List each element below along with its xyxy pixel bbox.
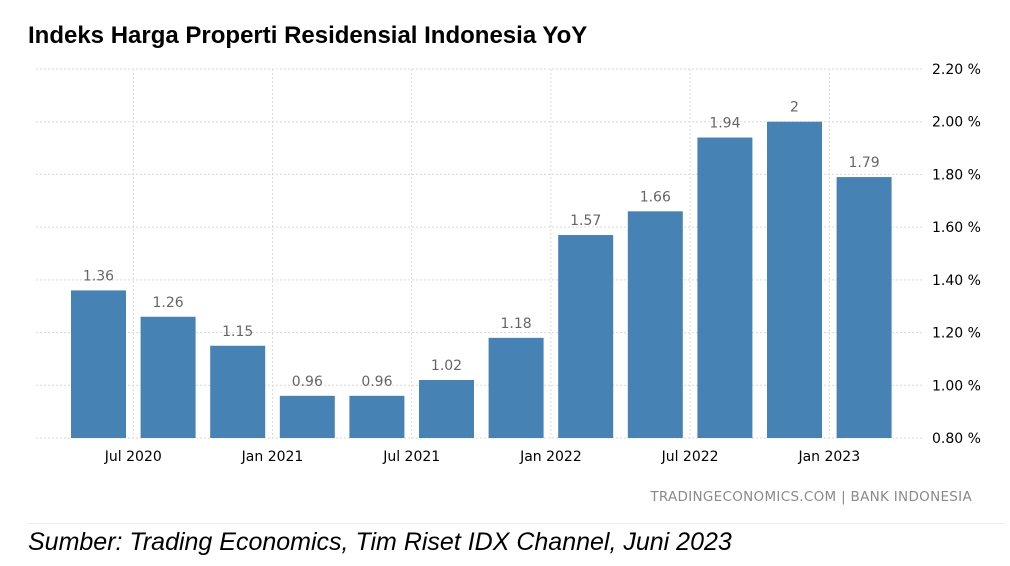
data-label: 1.26 [153, 295, 184, 311]
footer-divider [28, 523, 1004, 524]
data-label: 1.36 [83, 268, 114, 284]
data-labels: 1.36 1.26 1.15 0.96 0.96 1.02 1.18 1.57 1.66 1.94… [83, 100, 880, 390]
bar [140, 316, 196, 438]
x-axis-ticks: Jul 2020 Jan 2021 Jul 2021 Jan 2022 Jul 2022… [104, 449, 860, 465]
data-label: 1.18 [501, 316, 532, 332]
bar [210, 345, 266, 438]
y-tick-label: 1.40 % [932, 273, 981, 289]
data-label: 1.15 [222, 324, 253, 340]
y-tick-label: 1.00 % [932, 378, 981, 394]
bar [697, 137, 753, 438]
bar [558, 235, 614, 438]
source-credit: TRADINGECONOMICS.COM | BANK INDONESIA [650, 489, 972, 505]
y-tick-label: 1.20 % [932, 326, 981, 342]
bar [836, 177, 892, 439]
chart-title: Indeks Harga Properti Residensial Indone… [28, 22, 588, 49]
bar [627, 211, 683, 438]
x-tick-label: Jul 2022 [661, 449, 719, 465]
bars [71, 121, 892, 439]
bar-chart: 1.36 1.26 1.15 0.96 0.96 1.02 1.18 1.57 1.66 1.94… [36, 62, 981, 465]
y-tick-label: 1.60 % [932, 220, 981, 236]
grid-lines [36, 68, 922, 439]
bar [419, 380, 474, 438]
y-tick-label: 2.20 % [932, 62, 981, 78]
data-label: 0.96 [361, 374, 392, 390]
caption: Sumber: Trading Economics, Tim Riset IDX… [28, 528, 732, 556]
x-tick-label: Jan 2021 [241, 449, 304, 465]
bar [279, 395, 335, 438]
x-tick-label: Jul 2021 [382, 449, 440, 465]
data-label: 1.79 [849, 155, 880, 171]
data-label: 1.57 [570, 213, 601, 229]
data-label: 1.94 [709, 116, 740, 132]
data-label: 1.02 [431, 358, 462, 374]
bar [349, 395, 405, 438]
bar [767, 121, 822, 438]
y-tick-label: 2.00 % [932, 115, 981, 131]
bar [71, 290, 126, 438]
data-label: 0.96 [292, 374, 323, 390]
bar [488, 337, 544, 438]
x-tick-label: Jan 2022 [519, 449, 582, 465]
data-label: 1.66 [640, 189, 671, 205]
y-tick-label: 1.80 % [932, 167, 981, 183]
y-axis-ticks: 0.80 % 1.00 % 1.20 % 1.40 % 1.60 % 1.80 % 2.00… [932, 62, 981, 447]
y-tick-label: 0.80 % [932, 431, 981, 447]
x-tick-label: Jan 2023 [797, 449, 860, 465]
x-tick-label: Jul 2020 [104, 449, 162, 465]
data-label: 2 [790, 100, 799, 116]
